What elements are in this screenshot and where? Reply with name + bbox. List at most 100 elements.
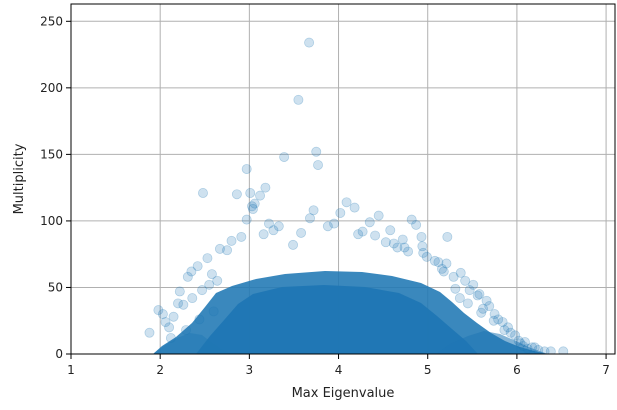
scatter-point	[484, 301, 495, 312]
scatter-point	[397, 234, 408, 245]
scatter-point	[293, 94, 304, 105]
scatter-point	[539, 346, 550, 354]
scatter-point	[472, 290, 483, 301]
scatter-point	[437, 263, 447, 274]
scatter-point	[416, 231, 427, 242]
scatter-point	[198, 188, 208, 198]
scatter-point	[279, 152, 290, 162]
y-tick-label: 200	[40, 81, 63, 95]
scatter-point	[505, 327, 516, 338]
scatter-point	[411, 219, 422, 230]
scatter-points	[144, 37, 569, 354]
scatter-point	[249, 198, 260, 209]
scatter-point	[489, 309, 500, 320]
scatter-point	[399, 242, 410, 253]
scatter-point	[478, 303, 488, 314]
scatter-point	[533, 345, 544, 354]
scatter-point	[515, 338, 526, 349]
scatter-point	[522, 343, 533, 354]
scatter-point	[212, 275, 223, 286]
plot-frame	[70, 3, 616, 355]
x-tick-label: 5	[424, 363, 432, 377]
scatter-point	[308, 205, 319, 216]
scatter-point	[448, 271, 459, 282]
scatter-point	[529, 342, 540, 353]
scatter-point	[527, 342, 538, 353]
scatter-point	[197, 285, 208, 296]
scatter-point	[164, 322, 175, 333]
scatter-point	[241, 164, 252, 174]
scatter-point	[186, 266, 197, 277]
dense-left-tail	[153, 333, 231, 354]
scatter-point	[236, 231, 247, 242]
y-tick-label: 100	[40, 214, 63, 228]
dense-right-tail	[436, 331, 548, 354]
scatter-point	[418, 247, 429, 258]
scatter-point	[364, 217, 375, 228]
scatter-point	[503, 322, 513, 333]
scatter-point	[433, 257, 444, 268]
scatter-point	[255, 190, 266, 201]
scatter-point	[450, 283, 461, 294]
scatter-point	[545, 346, 556, 354]
scatter-point	[476, 307, 487, 318]
scatter-point	[313, 160, 323, 170]
x-tick-label: 7	[602, 363, 610, 377]
scatter-point	[370, 230, 381, 241]
scatter-point	[497, 317, 508, 328]
scatter-point	[417, 241, 428, 252]
scatter-point	[518, 341, 529, 351]
dense-data-cloud	[153, 271, 548, 354]
scatter-point	[499, 325, 510, 335]
scatter-point	[204, 279, 215, 290]
y-tick-label: 0	[55, 347, 63, 361]
x-tick-label: 2	[156, 363, 164, 377]
scatter-point	[181, 325, 191, 335]
scatter-point	[311, 146, 322, 157]
x-tick-label: 1	[67, 363, 75, 377]
scatter-point	[231, 189, 242, 200]
scatter-point	[178, 299, 189, 310]
scatter-point	[468, 279, 479, 290]
scatter-point	[519, 337, 530, 347]
scatter-point	[349, 202, 360, 213]
scatter-point	[194, 314, 205, 325]
scatter-point	[153, 305, 164, 316]
scatter-point	[462, 298, 473, 309]
dense-core-overlay	[196, 285, 478, 354]
scatter-point	[406, 214, 417, 225]
scatter-point	[455, 267, 466, 278]
scatter-point	[421, 251, 432, 262]
scatter-point	[304, 37, 315, 48]
scatter-point	[438, 266, 449, 277]
scatter-point	[322, 221, 333, 232]
scatter-point	[160, 317, 171, 328]
scatter-point	[247, 203, 258, 214]
scatter-point	[144, 327, 155, 338]
scatter-point	[454, 293, 465, 304]
scatter-point	[388, 238, 399, 249]
scatter-point	[273, 221, 284, 232]
scatter-point	[464, 285, 475, 296]
scatter-point	[192, 261, 203, 272]
scatter-point	[429, 255, 440, 266]
x-axis-label: Max Eigenvalue	[292, 386, 395, 401]
scatter-point	[173, 298, 183, 309]
scatter-point	[288, 239, 299, 250]
scatter-point	[174, 286, 185, 297]
scatter-point	[481, 295, 492, 306]
scatter-point	[403, 246, 414, 257]
x-axis-ticks: 1 2 3 4 5 6 7	[67, 354, 610, 377]
y-tick-label: 250	[40, 14, 63, 28]
scatter-point	[341, 197, 352, 208]
scatter-point	[208, 306, 219, 317]
scatter-point	[510, 330, 521, 341]
scatter-point	[357, 226, 368, 237]
y-tick-label: 50	[48, 280, 63, 294]
scatter-point	[245, 188, 256, 198]
scatter-point	[202, 253, 213, 264]
scatter-point	[441, 258, 452, 269]
scatter-point	[460, 275, 471, 286]
